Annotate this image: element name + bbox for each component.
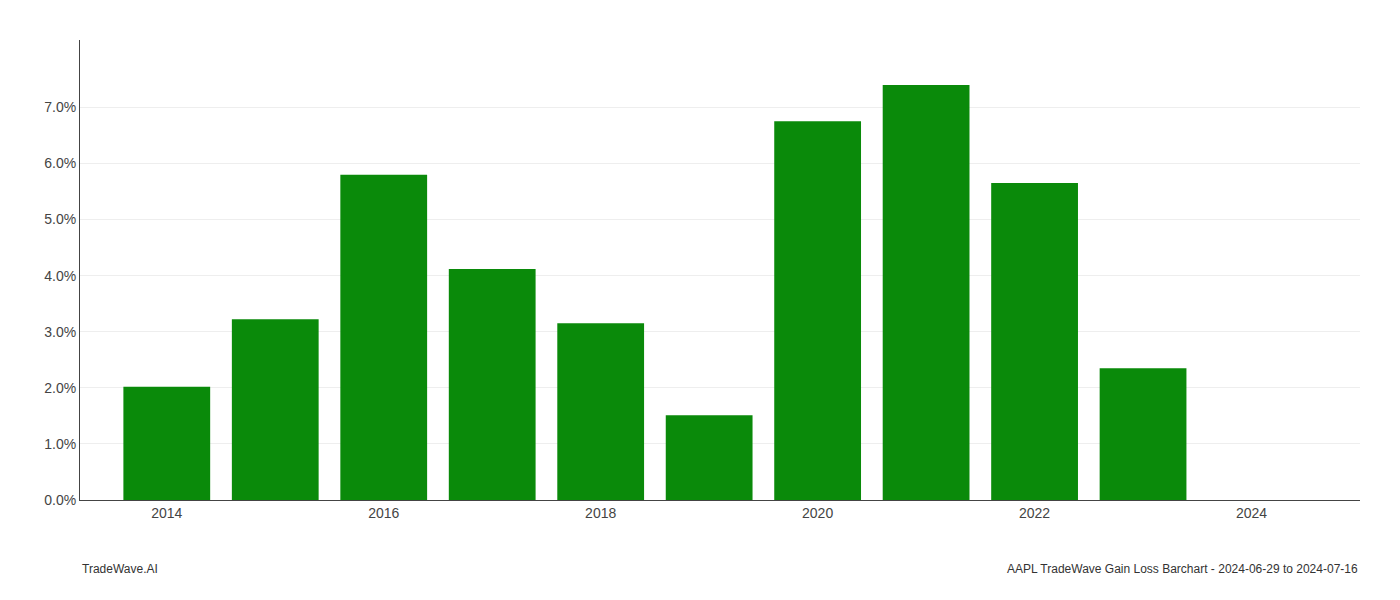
svg-text:6.0%: 6.0% xyxy=(44,155,76,171)
svg-text:5.0%: 5.0% xyxy=(44,211,76,227)
svg-text:1.0%: 1.0% xyxy=(44,436,76,452)
svg-text:7.0%: 7.0% xyxy=(44,99,76,115)
svg-text:0.0%: 0.0% xyxy=(44,492,76,508)
svg-text:2020: 2020 xyxy=(802,505,833,521)
svg-text:TradeWave.AI: TradeWave.AI xyxy=(82,562,158,576)
svg-text:3.0%: 3.0% xyxy=(44,324,76,340)
svg-text:2018: 2018 xyxy=(585,505,616,521)
svg-text:4.0%: 4.0% xyxy=(44,268,76,284)
svg-text:AAPL TradeWave Gain Loss Barch: AAPL TradeWave Gain Loss Barchart - 2024… xyxy=(1007,562,1358,576)
svg-text:2022: 2022 xyxy=(1019,505,1050,521)
svg-text:2024: 2024 xyxy=(1236,505,1267,521)
svg-text:2.0%: 2.0% xyxy=(44,380,76,396)
svg-text:2014: 2014 xyxy=(151,505,182,521)
svg-text:2016: 2016 xyxy=(368,505,399,521)
